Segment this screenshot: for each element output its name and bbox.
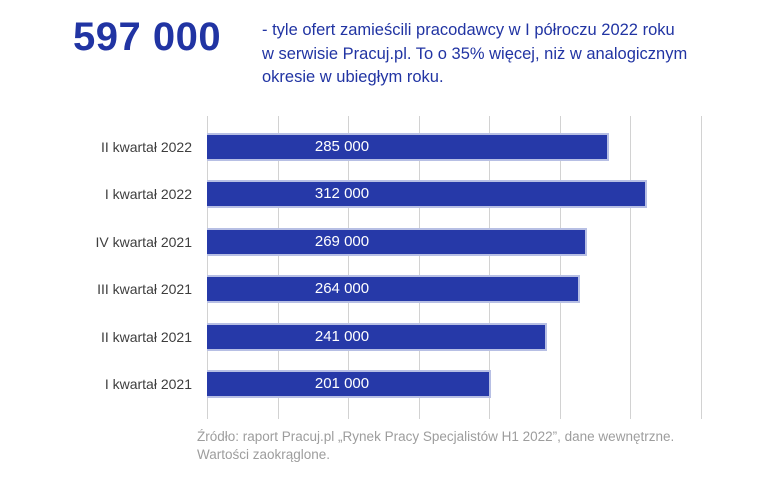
bars: 285 000 312 000 269 000 264 000 241 000 201 0…	[207, 116, 701, 419]
bar: 285 000	[207, 133, 610, 161]
category-labels: II kwartał 2022 I kwartał 2022 IV kwartał …	[0, 0, 193, 477]
category-label: III kwartał 2021	[97, 281, 192, 298]
bar: 264 000	[207, 275, 580, 304]
bar: 201 000	[207, 370, 491, 398]
bar-value-label: 241 000	[314, 327, 370, 345]
category-label: IV kwartał 2021	[95, 233, 193, 250]
bar: 312 000	[207, 180, 648, 209]
category-label: II kwartał 2021	[100, 328, 192, 345]
gridline	[489, 116, 491, 419]
category-label: I kwartał 2022	[104, 186, 192, 203]
headline-description: - tyle ofert zamieścili pracodawcy w I p…	[262, 19, 687, 90]
category-label: II kwartał 2022	[100, 139, 192, 155]
bar: 269 000	[207, 227, 587, 256]
bar-value-label: 285 000	[314, 138, 370, 155]
bar: 241 000	[207, 322, 548, 351]
source-note: Źródło: raport Pracuj.pl „Rynek Pracy Sp…	[197, 428, 674, 463]
gridline	[207, 116, 208, 419]
description-line-1: - tyle ofert zamieścili pracodawcy w I p…	[262, 21, 675, 39]
source-line-1: Źródło: raport Pracuj.pl „Rynek Pracy Sp…	[197, 429, 675, 444]
bar-value-label: 201 000	[314, 375, 370, 392]
description-line-3: okresie w ubiegłym roku.	[262, 68, 444, 86]
gridline	[348, 116, 350, 419]
bar-value-label: 264 000	[314, 280, 370, 298]
gridline	[701, 116, 702, 419]
gridline	[277, 116, 279, 419]
gridline	[559, 116, 561, 419]
bar-value-label: 269 000	[314, 232, 370, 250]
description-line-2: w serwisie Pracuj.pl. To o 35% więcej, n…	[262, 44, 688, 63]
bar-chart: 285 000 312 000 269 000 264 000 241 000 201 0…	[207, 116, 702, 419]
headline-number: 597 000	[73, 15, 222, 59]
category-label: I kwartał 2021	[104, 376, 192, 392]
bar-value-label: 312 000	[314, 185, 370, 203]
source-line-2: Wartości zaokrąglone.	[197, 446, 331, 462]
gridline	[630, 116, 632, 419]
gridline	[418, 116, 420, 419]
